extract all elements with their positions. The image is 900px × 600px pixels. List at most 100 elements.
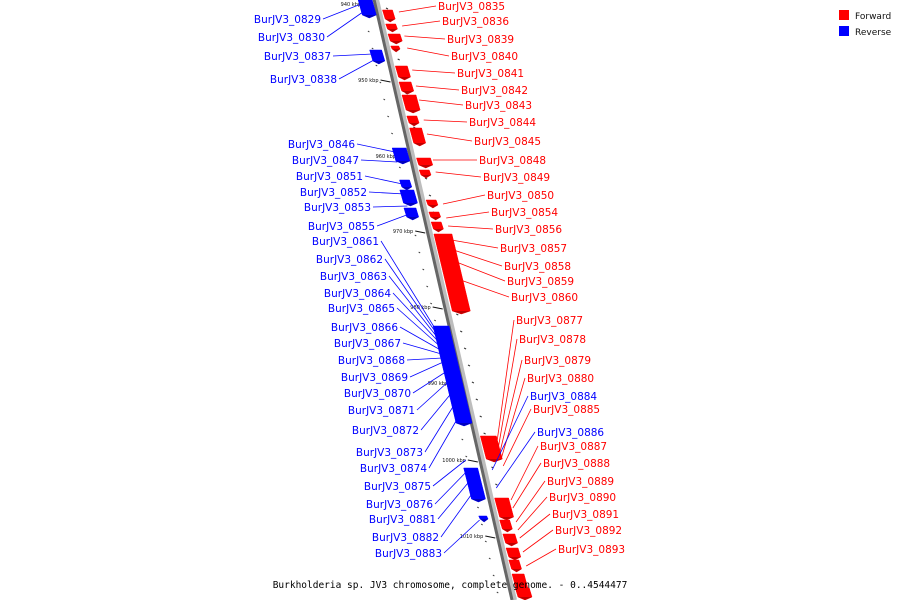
minor-tick	[483, 432, 486, 435]
forward-label-connector	[460, 279, 510, 298]
forward-gene-label: BurJV3_0888	[543, 458, 610, 470]
forward-gene-arrow-shade	[433, 229, 444, 232]
reverse-gene-arrow	[391, 147, 411, 165]
forward-gene-arrow-shade	[413, 143, 426, 146]
reverse-label-connector	[434, 469, 469, 505]
reverse-gene-arrow	[463, 467, 486, 503]
tick-label: 980 kbp	[410, 305, 430, 311]
reverse-gene-arrow-shade	[480, 519, 489, 522]
reverse-gene-arrow-shade	[403, 203, 418, 206]
forward-gene-arrow	[499, 519, 513, 533]
reverse-gene-label: BurJV3_0847	[292, 155, 359, 167]
forward-gene-label: BurJV3_0885	[533, 404, 600, 416]
minor-tick	[495, 483, 498, 486]
reverse-label-connector	[412, 371, 446, 394]
reverse-label-connector	[388, 275, 439, 339]
forward-gene-label: BurJV3_0860	[511, 292, 578, 304]
forward-gene-arrow-shade	[508, 557, 521, 560]
minor-tick	[475, 398, 479, 401]
minor-tick	[391, 132, 394, 135]
reverse-gene-arrow-shade	[471, 499, 486, 502]
forward-label-connector	[402, 20, 441, 27]
reverse-gene-label: BurJV3_0873	[356, 447, 423, 459]
reverse-label-connector	[443, 519, 480, 554]
forward-label-connector	[451, 239, 499, 249]
minor-tick	[428, 194, 432, 197]
reverse-gene-arrow-shade	[372, 61, 385, 64]
forward-gene-label: BurJV3_0836	[442, 16, 509, 28]
forward-label-connector	[407, 47, 450, 57]
forward-label-connector	[499, 359, 523, 453]
forward-gene-arrow	[387, 33, 403, 45]
forward-label-connector	[510, 445, 539, 501]
minor-tick	[367, 30, 370, 33]
minor-tick	[387, 115, 390, 118]
forward-gene-label: BurJV3_0887	[540, 441, 607, 453]
forward-label-connector	[423, 119, 468, 123]
reverse-gene-label: BurJV3_0875	[364, 481, 431, 493]
forward-gene-label: BurJV3_0858	[504, 261, 571, 273]
forward-gene-label: BurJV3_0877	[516, 315, 583, 327]
forward-gene-arrow	[430, 221, 444, 233]
reverse-label-connector	[368, 191, 405, 195]
forward-gene-label: BurJV3_0859	[507, 276, 574, 288]
forward-label-connector	[515, 480, 546, 523]
forward-gene-label: BurJV3_0850	[487, 190, 554, 202]
reverse-gene-arrow	[399, 179, 413, 191]
reverse-gene-label: BurJV3_0869	[341, 372, 408, 384]
reverse-gene-label: BurJV3_0876	[366, 499, 433, 511]
major-tick	[485, 535, 496, 539]
reverse-label-connector	[399, 326, 441, 351]
forward-label-connector	[415, 85, 460, 91]
forward-gene-arrow-shade	[421, 175, 432, 178]
minor-tick	[471, 381, 475, 384]
forward-gene-label: BurJV3_0843	[465, 100, 532, 112]
reverse-gene-label: BurJV3_0862	[316, 254, 383, 266]
forward-gene-label: BurJV3_0893	[558, 544, 625, 556]
forward-gene-arrow-shade	[518, 597, 532, 600]
reverse-label-connector	[424, 405, 454, 453]
minor-tick	[492, 574, 495, 577]
forward-label-connector	[448, 225, 494, 230]
reverse-gene-arrow	[478, 515, 489, 523]
forward-gene-arrow-shade	[401, 91, 414, 94]
forward-gene-arrow	[409, 127, 426, 147]
forward-gene-label: BurJV3_0845	[474, 136, 541, 148]
reverse-gene-label: BurJV3_0830	[258, 32, 325, 44]
tick-label: 1000 kbp	[442, 458, 466, 464]
forward-gene-arrow	[401, 94, 421, 114]
forward-label-connector	[498, 338, 518, 447]
forward-label-connector	[519, 513, 551, 539]
reverse-gene-label: BurJV3_0881	[369, 514, 436, 526]
minor-tick	[496, 591, 499, 594]
forward-gene-arrow-shade	[385, 19, 396, 22]
legend: Forward Reverse	[839, 10, 892, 38]
forward-gene-arrow	[418, 169, 432, 179]
forward-gene-arrow-shade	[392, 49, 401, 52]
forward-gene-arrow-shade	[409, 123, 420, 126]
minor-tick	[461, 438, 464, 441]
forward-gene-label: BurJV3_0856	[495, 224, 562, 236]
reverse-gene-label: BurJV3_0886	[537, 427, 604, 439]
reverse-gene-label: BurJV3_0851	[296, 171, 363, 183]
tick-label: 940 kbp	[341, 2, 361, 8]
forward-gene-label: BurJV3_0839	[447, 34, 514, 46]
forward-label-connector	[525, 548, 557, 567]
reverse-label-connector	[372, 205, 408, 208]
forward-label-connector	[512, 462, 542, 509]
minor-tick	[426, 285, 429, 288]
reverse-label-connector	[396, 307, 440, 347]
reverse-label-connector	[406, 357, 443, 361]
legend-forward-swatch	[839, 10, 849, 20]
reverse-gene-label: BurJV3_0864	[324, 288, 391, 300]
forward-gene-arrow	[406, 115, 420, 127]
minor-tick	[397, 58, 400, 61]
minor-tick	[383, 98, 386, 101]
legend-reverse-swatch	[839, 26, 849, 36]
minor-tick	[480, 523, 483, 526]
reverse-label-connector	[437, 479, 471, 520]
reverse-gene-label: BurJV3_0852	[300, 187, 367, 199]
reverse-label-connector	[409, 361, 444, 378]
tick-label: 990 kbp	[428, 381, 448, 387]
tick-label: 1010 kbp	[460, 534, 484, 540]
